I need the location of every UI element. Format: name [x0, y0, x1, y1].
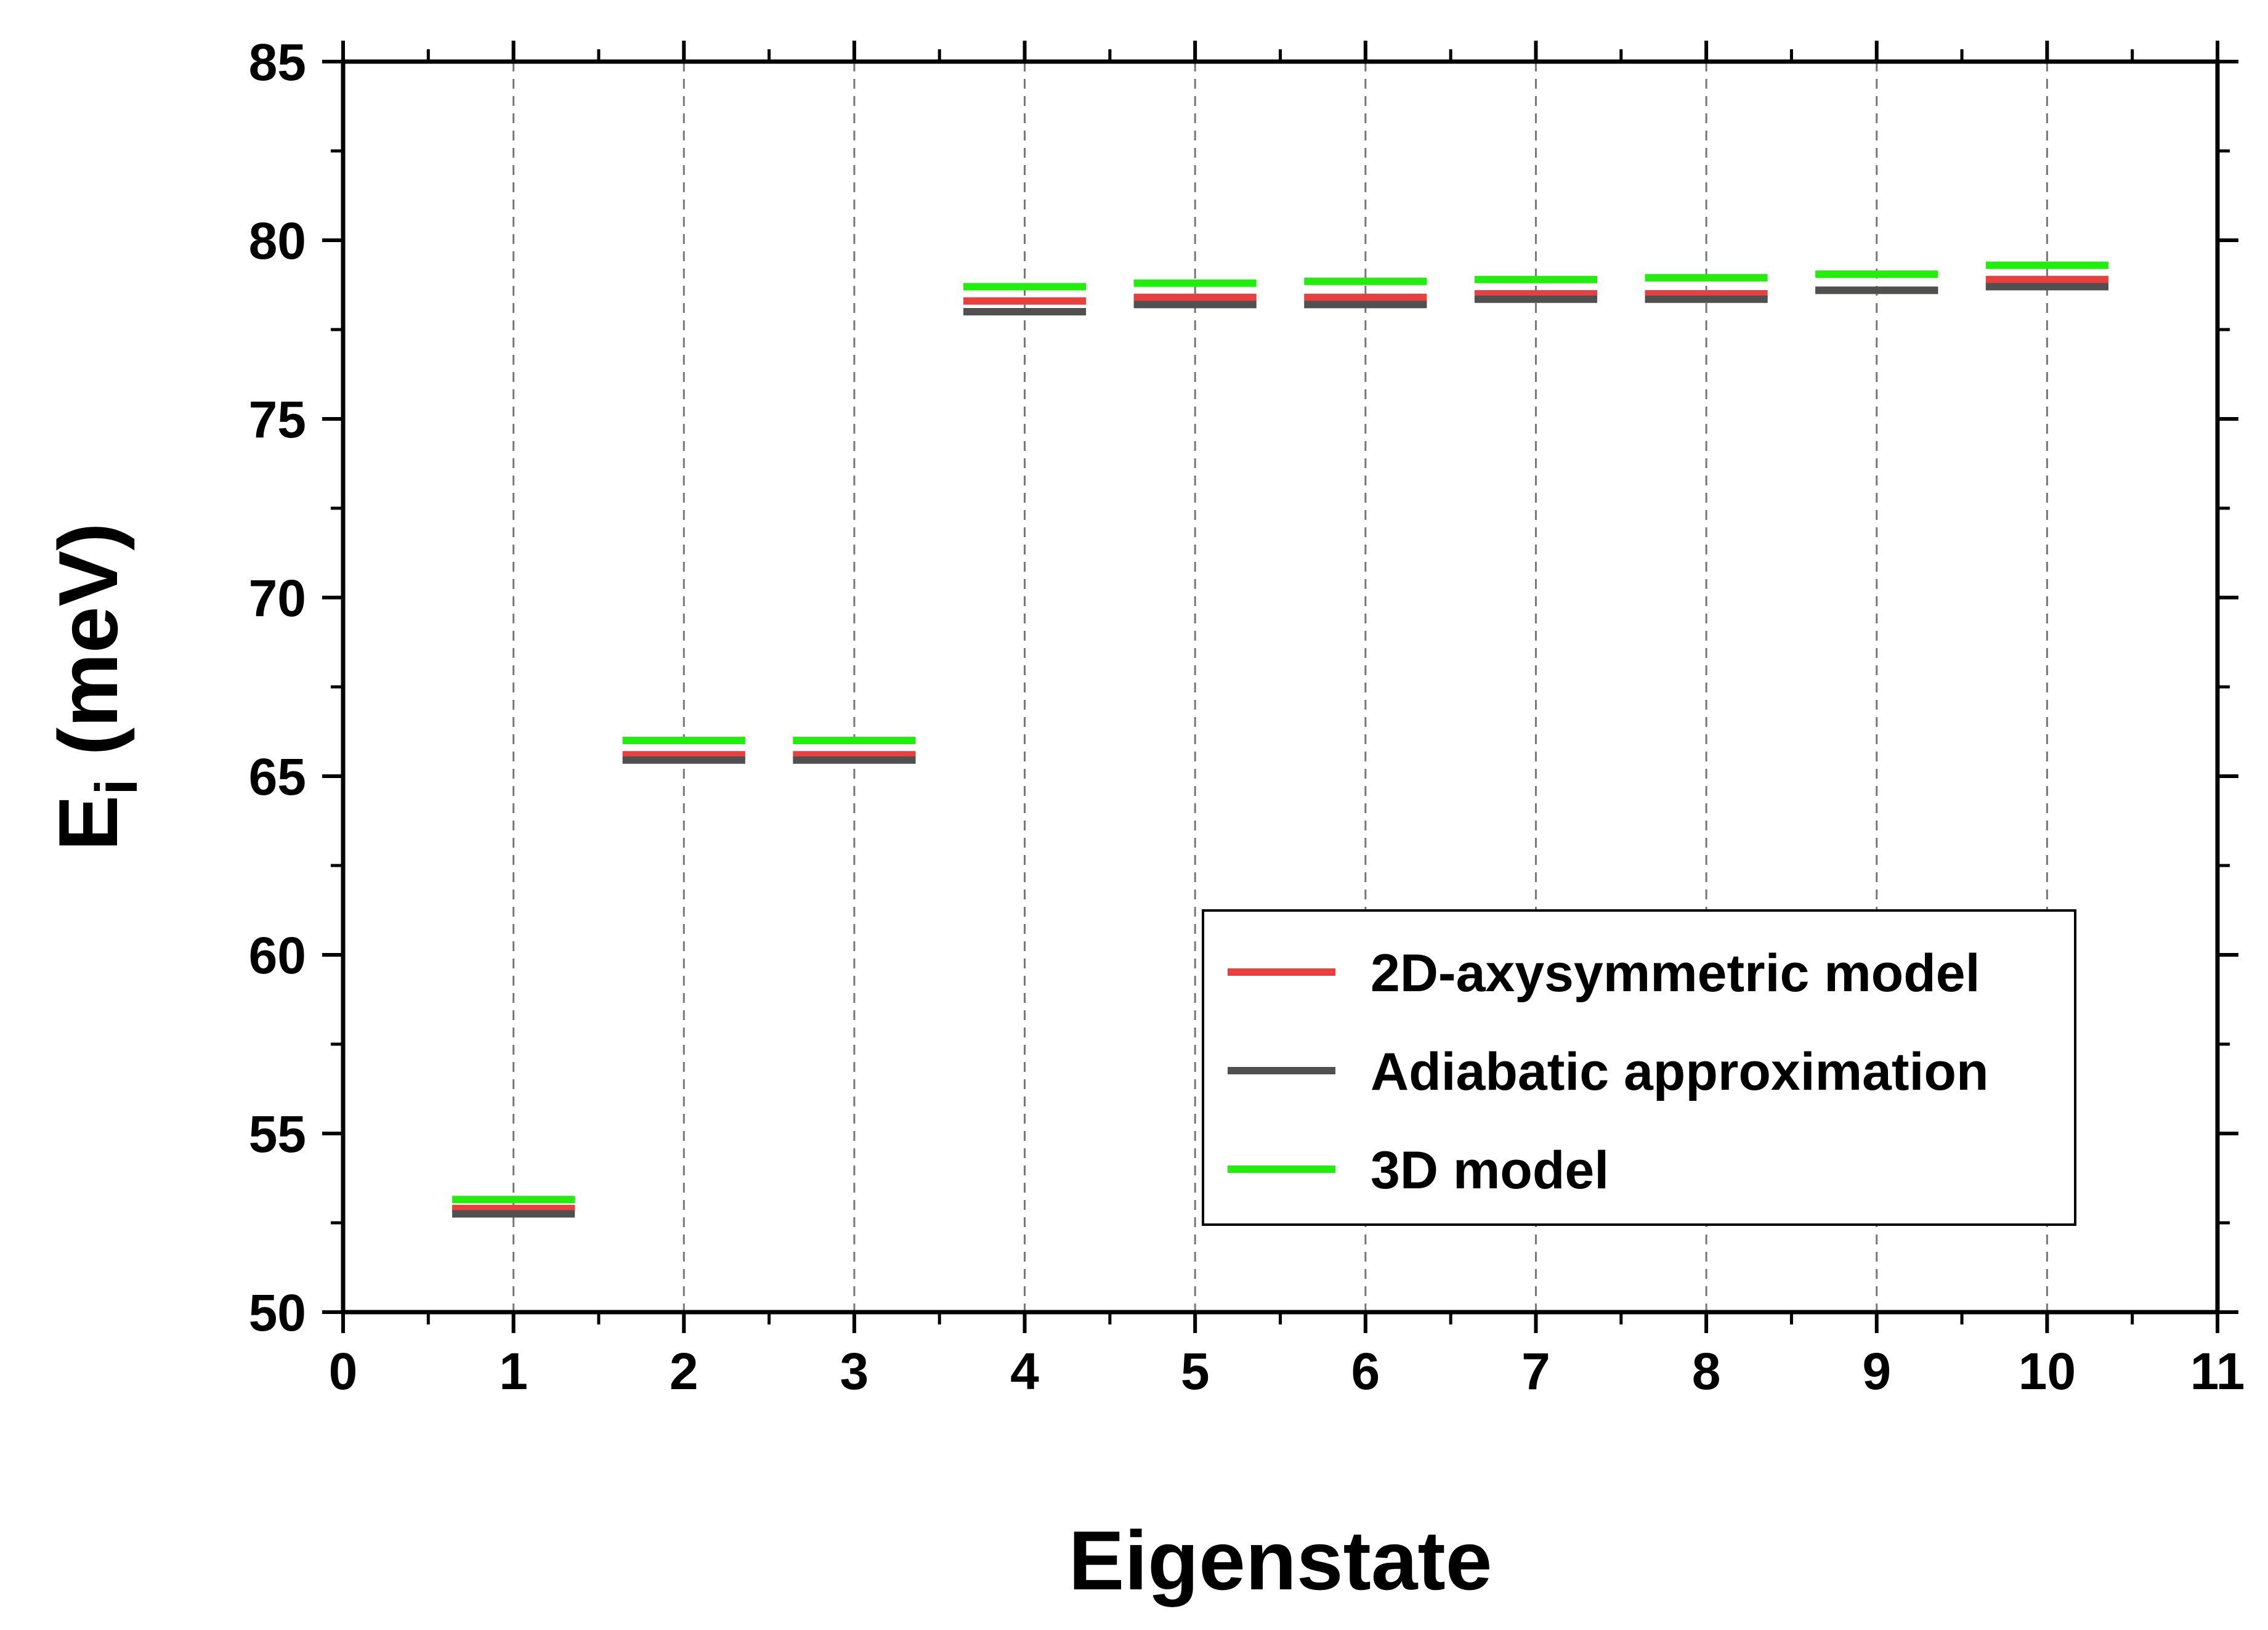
x-tick-label: 2	[670, 1342, 699, 1400]
y-axis-title: Ei (meV)	[41, 522, 150, 851]
legend: 2D-axysymmetric model Adiabatic approxima…	[1202, 909, 2076, 1226]
legend-box	[1202, 909, 2076, 1226]
legend-label: Adiabatic approximation	[1371, 1042, 1989, 1101]
y-tick-label: 55	[249, 1105, 306, 1163]
y-tick-label: 60	[249, 927, 306, 984]
tick-labels: 0 1 2 3 4 5 6 7 8 9 10 11 50 55 60 65 70 75 80 85	[249, 33, 2245, 1400]
x-tick-label: 7	[1521, 1342, 1550, 1400]
x-tick-label: 0	[329, 1342, 358, 1400]
x-tick-label: 6	[1351, 1342, 1380, 1400]
x-tick-label: 10	[2019, 1342, 2076, 1400]
y-axis-title-main: E	[41, 795, 135, 851]
x-axis-title: Eigenstate	[1069, 1514, 1492, 1607]
x-tick-label: 1	[499, 1342, 528, 1400]
x-tick-label: 8	[1692, 1342, 1721, 1400]
y-tick-label: 50	[249, 1284, 306, 1342]
y-axis-title-unit: (meV)	[41, 522, 135, 779]
y-tick-label: 65	[249, 748, 306, 806]
data-marks	[452, 261, 2108, 1218]
legend-label: 3D model	[1371, 1141, 1609, 1200]
axis-ticks	[322, 41, 2238, 1333]
y-tick-label: 85	[249, 33, 306, 91]
y-axis-title-subscript: i	[84, 779, 150, 795]
y-tick-label: 80	[249, 212, 306, 270]
x-tick-label: 9	[1862, 1342, 1891, 1400]
x-tick-label: 4	[1010, 1342, 1039, 1400]
x-tick-label: 3	[840, 1342, 869, 1400]
x-tick-label: 5	[1181, 1342, 1210, 1400]
legend-label: 2D-axysymmetric model	[1371, 944, 1980, 1003]
y-tick-label: 70	[249, 569, 306, 627]
x-tick-label: 11	[2190, 1342, 2245, 1400]
y-tick-label: 75	[249, 391, 306, 448]
